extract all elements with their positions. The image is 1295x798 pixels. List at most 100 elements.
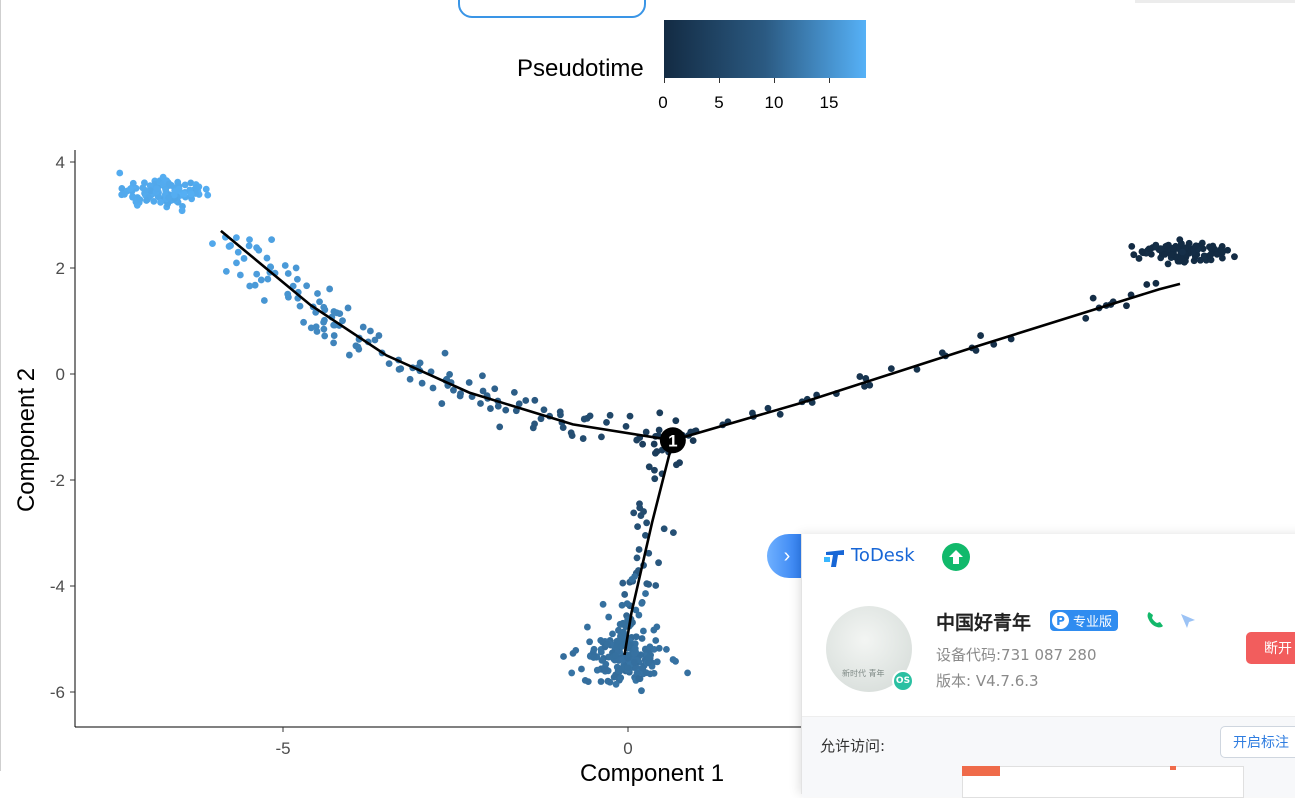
cell-point [639, 664, 646, 672]
cell-point [623, 600, 631, 608]
cell-point [559, 424, 567, 431]
remote-control-icon[interactable] [1178, 611, 1198, 631]
cell-point [438, 400, 446, 407]
trajectory-plot: 4 2 0 -2 -4 -6 -5 0 1 [50, 150, 1295, 758]
cell-point [861, 382, 868, 390]
cell-point [260, 297, 268, 304]
cell-point [650, 440, 658, 448]
trajectory-line [672, 282, 1181, 442]
trajectory-line [220, 229, 674, 442]
cell-point [663, 645, 670, 653]
cell-point [257, 276, 265, 284]
cell-point [446, 371, 454, 378]
upgrade-button[interactable] [942, 543, 970, 571]
cell-point [655, 426, 663, 434]
cell-point [633, 554, 641, 562]
cell-point [866, 381, 874, 389]
cell-point [395, 365, 403, 373]
cell-point [330, 339, 337, 347]
cell-point [333, 309, 341, 317]
cell-point [1089, 294, 1097, 302]
cell-point [236, 271, 244, 279]
cell-point [320, 303, 328, 311]
cell-point [321, 316, 328, 324]
cell-point [487, 405, 494, 412]
edition-badge-label: 专业版 [1073, 615, 1113, 630]
y-tick-label: -6 [50, 683, 65, 702]
cell-point [632, 606, 640, 614]
cell-point [614, 637, 622, 645]
cell-point [631, 645, 639, 653]
cell-point [457, 390, 464, 398]
cell-point [1209, 242, 1217, 250]
cell-point [652, 637, 660, 644]
legend-label: 5 [714, 93, 724, 112]
cell-point [972, 347, 980, 354]
cell-point [233, 259, 240, 267]
cell-point [572, 646, 580, 654]
cell-point [1177, 255, 1185, 263]
cell-point [584, 678, 592, 686]
cell-point [1123, 302, 1130, 310]
phone-icon[interactable] [1145, 610, 1165, 630]
cell-point [204, 191, 212, 199]
cell-point [655, 644, 663, 652]
cell-point [644, 659, 652, 666]
cell-point [1163, 242, 1170, 250]
cell-point [116, 169, 124, 177]
cell-point [669, 656, 677, 663]
cell-point [264, 275, 272, 283]
cell-point [193, 184, 200, 192]
cell-point [240, 255, 248, 262]
cell-point [776, 410, 784, 418]
cell-point [246, 236, 253, 244]
cell-point [479, 387, 487, 395]
cell-point [635, 546, 643, 553]
cell-point [621, 591, 629, 598]
todesk-logo-icon [824, 550, 844, 567]
disconnect-button[interactable]: 断开 [1246, 632, 1295, 664]
cell-point [583, 623, 591, 631]
cell-point [676, 459, 683, 467]
cell-point [496, 423, 504, 431]
cell-point [653, 658, 661, 666]
edition-badge-icon: P [1052, 612, 1069, 629]
divider [802, 716, 1295, 717]
cell-point [628, 576, 636, 583]
top-toolbar-button[interactable] [458, 0, 646, 18]
todesk-app-name: ToDesk [851, 545, 915, 566]
enable-annotation-button[interactable]: 开启标注 [1220, 726, 1295, 758]
cell-point [267, 263, 274, 271]
cell-point [617, 643, 625, 651]
cell-point [599, 600, 607, 608]
legend-title: Pseudotime [517, 55, 644, 82]
cell-point [653, 623, 661, 631]
cell-point [593, 666, 601, 674]
device-code: 设备代码:731 087 280 [936, 646, 1097, 664]
top-right-toolbar [1135, 0, 1295, 3]
permission-icon[interactable] [962, 766, 1000, 776]
legend-tick [774, 78, 775, 83]
cell-point [639, 440, 647, 448]
cell-point [129, 192, 136, 200]
cell-point [354, 343, 362, 351]
x-axis-title: Component 1 [580, 760, 725, 787]
cell-point [764, 404, 772, 412]
panel-collapse-button[interactable]: › [767, 534, 803, 578]
cell-point [598, 656, 606, 664]
cell-point [630, 659, 638, 666]
cell-point [1176, 236, 1184, 244]
cell-point [157, 198, 164, 206]
chevron-right-icon: › [783, 544, 791, 567]
cell-point [603, 640, 611, 648]
cell-point [1192, 242, 1199, 250]
cell-point [146, 182, 154, 190]
legend-tick [719, 78, 720, 83]
cell-point [429, 384, 437, 392]
cell-point [406, 375, 414, 383]
cell-point [222, 267, 230, 275]
cell-point [640, 508, 647, 515]
cell-point [234, 248, 242, 256]
cell-point [385, 360, 393, 368]
cell-point [639, 627, 647, 635]
